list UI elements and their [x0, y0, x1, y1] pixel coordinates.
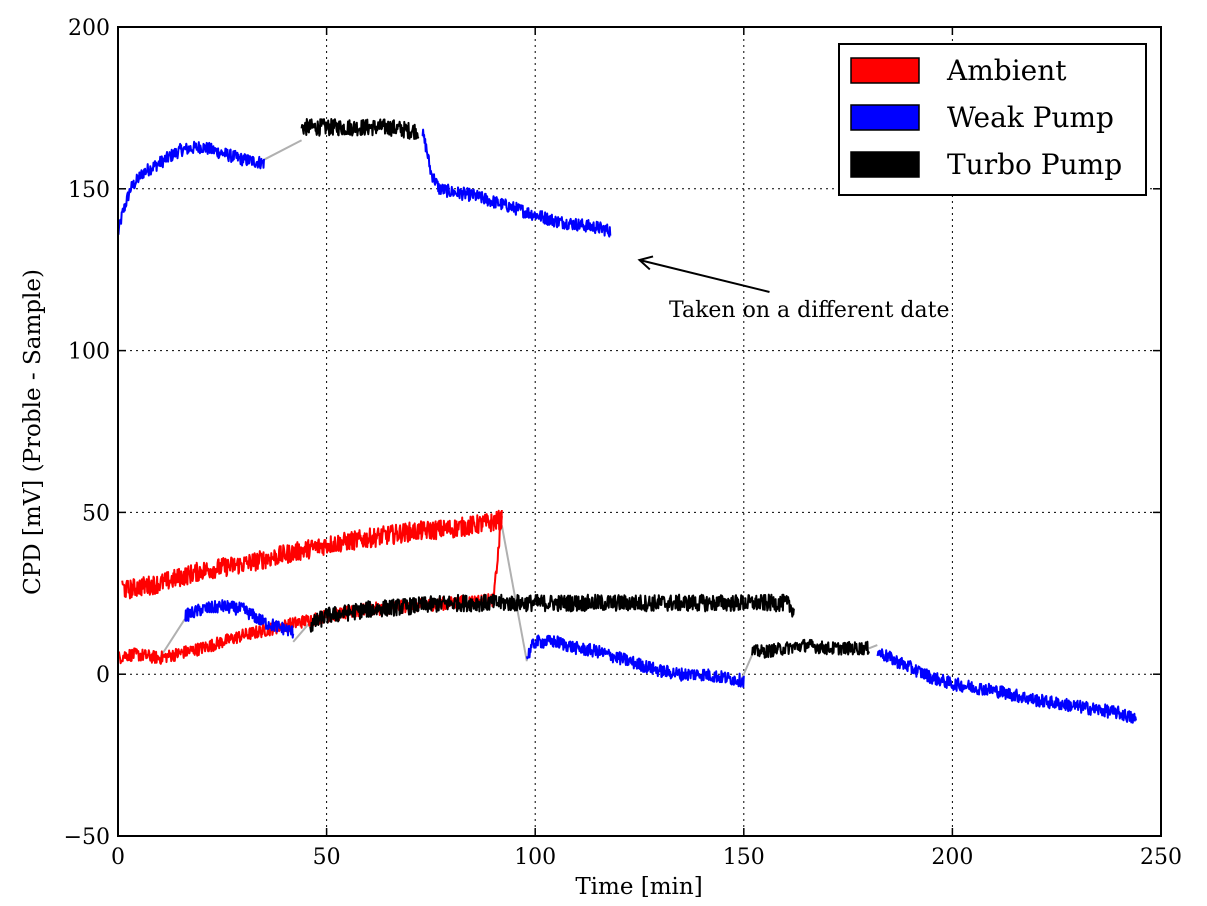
x-tick-label: 150	[723, 845, 765, 870]
y-tick-label: 0	[96, 663, 110, 688]
legend: Ambient Weak Pump Turbo Pump	[838, 43, 1147, 196]
series-ambient	[121, 509, 503, 600]
x-tick-label: 200	[931, 845, 973, 870]
series-connector	[868, 644, 878, 650]
x-tick-label: 0	[111, 845, 125, 870]
series-connector	[292, 621, 311, 643]
series-turbo-pump	[309, 593, 795, 633]
annotation: Taken on a different date	[637, 255, 949, 323]
y-tick-label: −50	[64, 825, 110, 850]
x-tick-label: 100	[514, 845, 556, 870]
x-axis-title: Time [min]	[575, 874, 702, 900]
legend-label-turbo-pump: Turbo Pump	[947, 148, 1122, 181]
annotation-arrow-head-icon	[637, 255, 654, 271]
y-tick-label: 50	[82, 501, 110, 526]
y-tick-label: 100	[68, 340, 110, 365]
series-ambient	[117, 516, 503, 665]
series-weak-pump	[525, 634, 745, 688]
y-tick-label: 200	[68, 16, 110, 41]
series-connectors	[158, 139, 878, 685]
series-connector	[158, 618, 186, 659]
y-tick-label: 150	[68, 178, 110, 203]
series-weak-pump	[184, 599, 295, 639]
x-tick-label: 250	[1140, 845, 1182, 870]
series-weak-pump	[876, 648, 1137, 724]
series-connector	[500, 525, 528, 662]
series-weak-pump	[117, 140, 265, 236]
x-tick-label: 50	[313, 845, 341, 870]
series-connector	[263, 139, 303, 161]
series-turbo-pump	[300, 118, 420, 140]
series-turbo-pump	[751, 638, 870, 659]
legend-swatch-ambient	[850, 57, 920, 84]
legend-label-ambient: Ambient	[946, 54, 1067, 87]
data-series	[117, 118, 1137, 724]
legend-swatch-turbo-pump	[850, 151, 920, 178]
legend-swatch-weak-pump	[850, 104, 920, 131]
annotation-text: Taken on a different date	[669, 298, 949, 323]
plot-frame	[117, 26, 1162, 837]
series-weak-pump	[421, 128, 612, 238]
annotation-arrow-line	[639, 259, 770, 293]
legend-label-weak-pump: Weak Pump	[947, 101, 1114, 134]
y-axis-title: CPD [mV] (Proble - Sample)	[20, 269, 46, 595]
